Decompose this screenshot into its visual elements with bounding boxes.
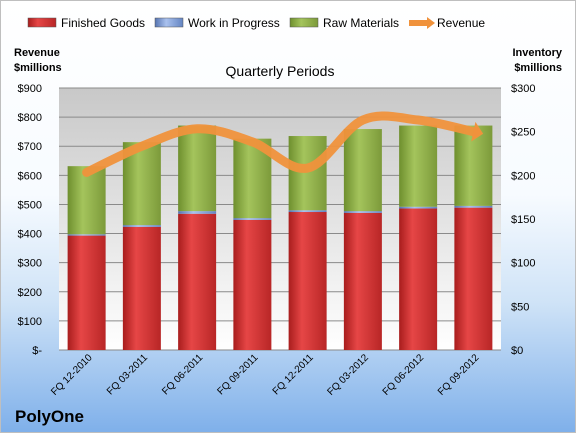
bar-finished-goods <box>399 208 438 350</box>
left-tick-label: $900 <box>18 83 42 95</box>
bar-finished-goods <box>233 219 272 350</box>
category-label: FQ 09-2011 <box>216 352 261 397</box>
right-tick-label: $300 <box>511 83 535 95</box>
right-tick-label: $50 <box>511 301 529 313</box>
bar-finished-goods <box>343 212 382 350</box>
left-tick-label: $200 <box>18 287 42 299</box>
right-tick-label: $100 <box>511 258 535 270</box>
legend-swatch-finished-goods <box>27 17 57 28</box>
bar-raw-materials <box>288 136 327 211</box>
right-tick-label: $200 <box>511 170 535 182</box>
revenue-line <box>82 111 478 177</box>
category-label: FQ 03-2012 <box>325 352 371 398</box>
left-tick-label: $600 <box>18 170 42 182</box>
left-tick-label: $400 <box>18 229 42 241</box>
bar-raw-materials <box>178 125 217 212</box>
category-label: FQ 12-2011 <box>271 352 316 397</box>
legend-swatch-work-in-progress <box>154 17 184 28</box>
bar-finished-goods <box>454 207 493 350</box>
category-label: FQ 06-2011 <box>160 352 205 397</box>
legend-label: Work in Progress <box>188 16 280 30</box>
legend-arrow-revenue <box>427 17 435 29</box>
right-tick-label: $150 <box>511 214 535 226</box>
bar-raw-materials <box>67 166 106 235</box>
legend-label: Revenue <box>437 16 485 30</box>
bar-work-in-progress <box>122 225 161 227</box>
right-tick-label: $0 <box>511 345 523 357</box>
bar-work-in-progress <box>178 211 217 214</box>
right-axis-title: Inventory <box>512 47 562 59</box>
left-tick-label: $700 <box>18 141 42 153</box>
bar-raw-materials <box>399 125 438 207</box>
bar-work-in-progress <box>233 218 272 220</box>
bar-work-in-progress <box>343 211 382 213</box>
bar-work-in-progress <box>454 205 493 208</box>
legend-layer: Finished Goods Work in Progress Raw Materi… <box>27 16 485 30</box>
line-layer <box>82 111 484 177</box>
bar-work-in-progress <box>399 206 438 209</box>
left-axis-title: $millions <box>14 62 62 74</box>
left-tick-label: $500 <box>18 199 42 211</box>
bar-finished-goods <box>67 235 106 350</box>
company-name: PolyOne <box>15 407 84 426</box>
legend-swatch-raw-materials <box>289 17 319 28</box>
category-label: FQ 03-2011 <box>105 352 150 397</box>
left-axis-title: Revenue <box>14 47 60 59</box>
bar-work-in-progress <box>67 234 106 236</box>
category-label: FQ 12-2010 <box>49 352 95 398</box>
legend-label: Finished Goods <box>61 16 145 30</box>
right-axis-title: $millions <box>514 62 562 74</box>
left-tick-label: $800 <box>18 112 42 124</box>
bar-finished-goods <box>122 226 161 350</box>
bar-finished-goods <box>178 213 217 350</box>
left-tick-label: $- <box>32 345 42 357</box>
chart-title: Quarterly Periods <box>226 63 335 79</box>
bar-finished-goods <box>288 212 327 350</box>
legend-label: Raw Materials <box>323 16 399 30</box>
revenue-arrowhead <box>471 121 484 142</box>
bar-raw-materials <box>343 129 382 212</box>
left-tick-label: $300 <box>18 258 42 270</box>
category-label: FQ 09-2012 <box>436 352 482 398</box>
right-tick-label: $250 <box>511 127 535 139</box>
bar-work-in-progress <box>288 210 327 213</box>
category-label: FQ 06-2012 <box>381 352 427 398</box>
left-tick-label: $100 <box>18 316 42 328</box>
